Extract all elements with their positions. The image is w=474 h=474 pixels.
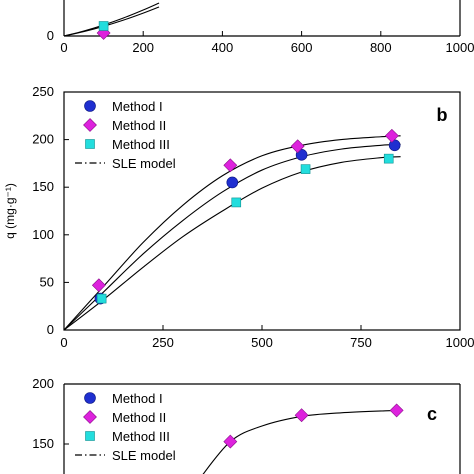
legend-label-b: SLE model [112,156,176,171]
panel-label-b: b [437,105,448,125]
x-tick-label-a: 600 [291,40,313,55]
data-point-a [98,21,109,31]
data-point-b [226,176,239,189]
data-point-b [96,293,107,304]
y-tick-label-a: 0 [47,28,54,43]
legend-marker-b [85,139,95,149]
data-point-b [231,197,242,208]
data-point-b [384,128,399,143]
legend-marker-b [84,100,96,112]
y-tick-label-b: 100 [32,227,54,242]
data-point-b [223,158,238,173]
legend-label-c: Method III [112,429,170,444]
x-tick-label-a: 400 [212,40,234,55]
x-tick-label-a: 1000 [446,40,474,55]
legend-label-b: Method III [112,137,170,152]
data-point-b [383,153,394,164]
legend-marker-c [85,431,95,441]
legend-label-c: Method II [112,410,166,425]
x-tick-label-b: 500 [251,335,273,350]
model-curve-b [63,156,401,331]
data-point-b [300,164,311,174]
panel-a: 0 200 400 600 800 1000 0 [47,0,474,55]
data-point-b [91,278,106,293]
data-point-b [290,139,305,154]
y-tick-label-c: 150 [32,436,54,451]
legend-label-c: Method I [112,391,163,406]
panel-b: 0 250 500 750 1000 0 50 100 150 200 250 q (mg·g⁻¹) b… [3,84,474,350]
data-point-c [223,434,238,449]
panel-label-c: c [427,404,437,424]
x-tick-label-b: 0 [60,335,67,350]
x-tick-label-b: 750 [350,335,372,350]
legend-marker-c [84,392,96,404]
y-tick-label-b: 150 [32,179,54,194]
legend-label-b: Method II [112,118,166,133]
legend-marker-c [83,410,97,424]
y-tick-label-c: 200 [32,376,54,391]
x-tick-label-a: 0 [60,40,67,55]
legend-marker-b [83,118,97,132]
x-tick-label-b: 250 [152,335,174,350]
x-tick-label-a: 200 [132,40,154,55]
model-curve-b [63,143,401,331]
y-tick-label-b: 0 [47,322,54,337]
model-curve-a [63,2,160,37]
legend-label-b: Method I [112,99,163,114]
y-tick-label-b: 250 [32,84,54,99]
model-curve-b [63,135,401,331]
y-tick-label-b: 50 [40,274,54,289]
x-tick-label-b: 1000 [446,335,474,350]
panel-c: 150 200 c Method I Method II Method III SLE mo… [32,376,461,474]
x-tick-label-a: 800 [370,40,392,55]
data-point-c [389,403,404,418]
data-point-b [295,149,308,161]
model-curve-a-2 [63,6,160,37]
data-point-c [294,408,309,423]
y-axis-label-b: q (mg·g⁻¹) [3,183,17,239]
y-tick-label-b: 200 [32,132,54,147]
legend-label-c: SLE model [112,448,176,463]
